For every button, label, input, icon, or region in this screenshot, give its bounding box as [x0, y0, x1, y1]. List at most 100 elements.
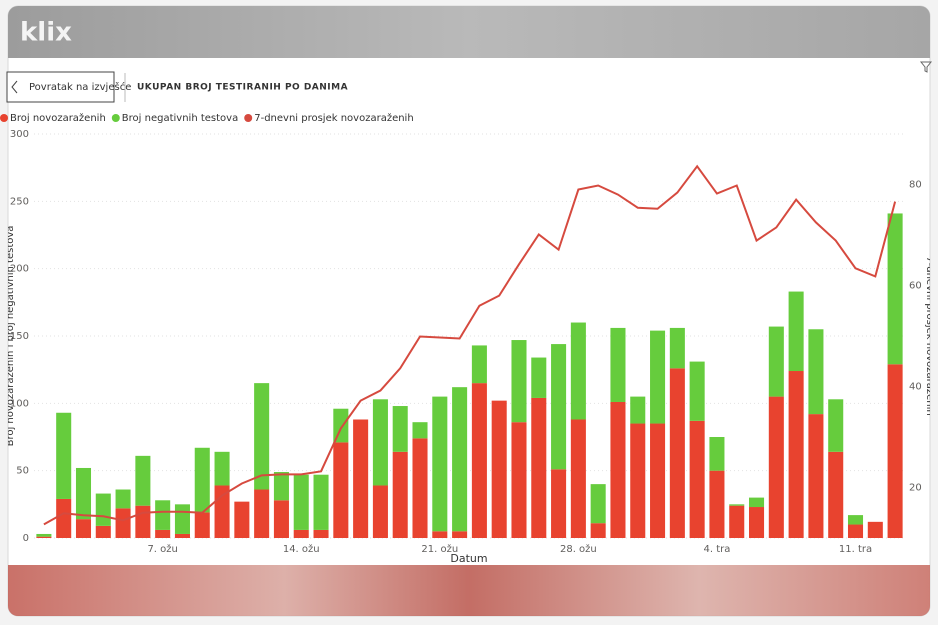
bar	[75, 467, 92, 520]
bar	[313, 529, 329, 538]
bar	[590, 484, 606, 524]
bar	[95, 493, 111, 526]
bar	[650, 330, 666, 424]
bar	[729, 505, 745, 538]
x-tick-label: 11. tra	[839, 544, 872, 555]
y-axis-title: Broj novozaraženih i broj negativnih tes…	[4, 226, 16, 447]
bar	[432, 531, 448, 538]
bar	[709, 437, 725, 471]
bar	[155, 529, 171, 538]
bar	[729, 504, 745, 506]
bar	[36, 536, 52, 538]
bar	[788, 291, 804, 372]
bar	[135, 505, 151, 538]
y-tick-label: 0	[23, 533, 29, 544]
bar	[808, 329, 824, 415]
bar	[353, 419, 369, 538]
bar	[254, 383, 270, 490]
bar	[372, 399, 388, 486]
bar	[234, 501, 250, 538]
y2-axis-title: 7-dnevni prosjek novozaraženih	[924, 256, 936, 415]
y2-tick-label: 20	[909, 483, 922, 494]
bar	[570, 419, 586, 538]
y-tick-label: 250	[10, 196, 29, 207]
bar	[115, 489, 131, 509]
bar	[135, 455, 151, 506]
bar	[630, 396, 646, 424]
legend-label: Broj novozaraženih	[10, 112, 106, 124]
bar	[847, 524, 864, 538]
bar	[511, 340, 527, 423]
bar	[273, 500, 289, 538]
chart-title: UKUPAN BROJ TESTIRANIH PO DANIMA	[137, 83, 348, 93]
bar	[372, 485, 388, 538]
bar	[531, 397, 547, 538]
bar	[887, 213, 903, 365]
legend-marker	[111, 114, 120, 122]
bar	[56, 498, 72, 538]
header-bar	[8, 6, 930, 58]
x-axis-title: Datum	[450, 552, 487, 565]
line	[43, 164, 897, 526]
plot-area: 0 50 100 150 200 250 300 20 40 60 80 Broj novozaraž…	[4, 129, 936, 565]
bar	[56, 412, 72, 499]
bar	[392, 406, 408, 452]
back-icon	[11, 80, 18, 94]
bar	[551, 469, 567, 538]
y2-tick-label: 60	[909, 281, 922, 292]
bar	[689, 420, 705, 538]
bar	[174, 504, 190, 534]
x-tick-label: 7. ožu	[147, 543, 177, 555]
back-button[interactable]	[6, 71, 115, 103]
bar	[432, 396, 448, 532]
bar	[313, 474, 329, 530]
bar	[650, 423, 666, 538]
bar	[254, 489, 270, 538]
bar	[551, 344, 567, 470]
bar	[590, 523, 606, 538]
bar	[867, 521, 883, 538]
bar	[847, 515, 864, 525]
y-tick-label: 50	[16, 466, 29, 477]
x-tick-label: 4. tra	[703, 544, 730, 555]
bar	[412, 438, 428, 538]
filter-icon[interactable]	[919, 61, 933, 73]
bar	[452, 531, 468, 538]
bar	[570, 322, 586, 420]
y-tick-label: 100	[10, 398, 29, 409]
y-tick-label: 200	[10, 264, 29, 275]
blurred-footer	[8, 565, 930, 616]
bar	[630, 423, 646, 538]
bar	[749, 497, 765, 508]
bar	[610, 327, 626, 402]
bar	[333, 408, 349, 443]
bar	[273, 472, 289, 501]
bar	[452, 387, 468, 532]
y2-tick-label: 40	[909, 382, 922, 393]
legend-marker	[244, 114, 253, 122]
bar	[95, 525, 111, 538]
bar	[669, 368, 685, 538]
bar	[491, 400, 507, 538]
legend-label: Broj negativnih testova	[122, 113, 238, 124]
bar	[194, 447, 210, 513]
bar	[749, 507, 765, 538]
x-tick-label: 28. ožu	[560, 543, 597, 555]
bar	[828, 451, 844, 538]
legend-label: 7-dnevni prosjek novozaraženih	[254, 112, 413, 124]
bar	[333, 442, 349, 538]
bar	[214, 451, 230, 486]
bar	[768, 396, 784, 538]
bar	[788, 371, 804, 538]
y-tick-label: 300	[10, 129, 29, 140]
bar	[36, 533, 52, 537]
bar	[75, 519, 92, 538]
bar	[610, 401, 626, 538]
bar	[531, 357, 547, 398]
y2-tick-label: 80	[909, 180, 922, 191]
back-button-label[interactable]: Povratak na izvješće	[29, 81, 131, 93]
bar	[155, 500, 171, 530]
bar	[887, 364, 903, 538]
bar	[768, 326, 784, 397]
